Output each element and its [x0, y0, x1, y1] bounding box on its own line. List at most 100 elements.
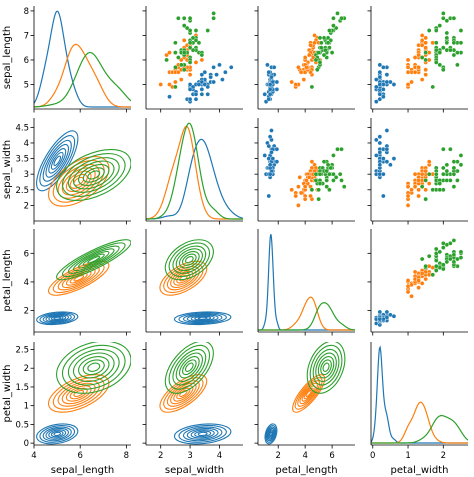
scatter-point — [187, 96, 193, 102]
kde-contour-group-2 — [78, 164, 110, 186]
kde-curve-group-0 — [34, 10, 131, 108]
scatter-point — [409, 293, 414, 299]
kde-contour-group-1 — [48, 260, 110, 296]
scatter-point — [381, 193, 386, 199]
scatter-point — [317, 171, 323, 177]
scatter-point — [377, 69, 383, 75]
y-axis-label: petal_length — [2, 249, 13, 311]
scatter-point — [331, 23, 336, 28]
scatter-point — [416, 187, 421, 193]
scatter-point — [298, 69, 304, 75]
kde-contour-group-1 — [170, 268, 197, 289]
kde-contour-group-0 — [268, 430, 274, 438]
kde-contour-group-0 — [197, 431, 208, 437]
x-axis-label: petal_width — [391, 465, 449, 476]
scatter-point — [181, 50, 187, 55]
scatter-point — [441, 11, 446, 16]
scatter-point — [289, 79, 294, 85]
scatter-point — [377, 316, 383, 322]
scatter-point — [266, 193, 272, 199]
scatter-point — [205, 84, 211, 90]
scatter-point — [296, 65, 301, 70]
scatter-point — [274, 159, 280, 164]
scatter-point — [441, 15, 446, 21]
kde-curve-group-1 — [258, 296, 355, 331]
scatter-point — [437, 23, 443, 28]
scatter-point — [317, 181, 323, 186]
scatter-point — [205, 91, 211, 97]
scatter-point — [316, 196, 321, 202]
scatter-point — [211, 11, 216, 16]
scatter-point — [223, 69, 228, 75]
panel-sepal_width-vs-petal_width — [367, 118, 468, 225]
scatter-point — [437, 62, 443, 68]
scatter-point — [448, 256, 453, 262]
scatter-point — [266, 69, 272, 75]
scatter-point — [419, 171, 425, 177]
scatter-point — [323, 47, 328, 53]
scatter-point — [377, 162, 383, 168]
kde-contour-group-1 — [69, 387, 88, 400]
scatter-point — [199, 57, 205, 63]
kde-contour-group-2 — [178, 356, 200, 379]
y-axis-label: sepal_length — [2, 26, 13, 90]
kde-contour-group-2 — [87, 362, 101, 372]
scatter-point — [211, 79, 216, 85]
x-axis-label: petal_length — [275, 465, 337, 476]
scatter-point — [331, 153, 336, 158]
kde-contour-group-2 — [56, 342, 131, 394]
scatter-point — [181, 23, 187, 28]
scatter-point — [181, 38, 187, 43]
scatter-point — [384, 72, 390, 77]
scatter-point — [458, 28, 464, 33]
panel-sepal_width-vs-sepal_width — [145, 118, 243, 225]
kde-contour-group-2 — [78, 251, 110, 269]
kde-contour-group-2 — [320, 359, 332, 376]
y-tick-label: 6 — [24, 249, 29, 259]
kde-contour-group-1 — [69, 173, 88, 189]
kde-contour-group-2 — [72, 248, 115, 272]
scatter-point — [409, 187, 414, 193]
scatter-point — [202, 69, 208, 75]
scatter-point — [262, 91, 268, 97]
y-tick-label: 2 — [24, 201, 29, 211]
scatter-point — [335, 146, 340, 152]
scatter-point — [384, 309, 390, 315]
scatter-point — [381, 94, 386, 100]
kde-contour-group-0 — [53, 316, 62, 320]
kde-contour-group-2 — [182, 359, 197, 376]
panel-plot-area — [159, 239, 232, 326]
kde-contour-group-0 — [173, 423, 232, 445]
scatter-point — [423, 40, 428, 46]
kde-contour-group-2 — [82, 253, 105, 266]
scatter-point — [187, 15, 193, 21]
scatter-point — [289, 187, 294, 193]
scatter-point — [405, 57, 411, 63]
scatter-point — [441, 67, 446, 73]
panel-plot-area — [34, 10, 131, 108]
scatter-point — [199, 79, 205, 85]
panel-petal_length-vs-sepal_length: 2 4 6 — [24, 229, 131, 336]
scatter-point — [312, 40, 317, 46]
panel-plot-area — [36, 342, 131, 445]
scatter-point — [296, 203, 301, 208]
panel-petal_length-vs-petal_width — [367, 229, 468, 336]
scatter-point — [377, 309, 383, 315]
scatter-point — [327, 187, 332, 193]
scatter-point — [158, 82, 163, 87]
scatter-point — [187, 60, 193, 65]
scatter-point — [325, 162, 331, 168]
kde-contour-group-2 — [67, 348, 120, 386]
scatter-point — [423, 276, 428, 282]
scatter-point — [187, 28, 193, 33]
scatter-point — [419, 77, 425, 82]
scatter-point — [173, 65, 178, 70]
kde-contour-group-2 — [312, 348, 340, 386]
scatter-point — [266, 143, 272, 149]
scatter-point — [430, 272, 436, 278]
scatter-point — [458, 162, 464, 168]
scatter-point — [416, 285, 421, 290]
kde-curve-group-0 — [146, 138, 243, 220]
kde-contour-group-1 — [303, 387, 314, 400]
scatter-point — [405, 65, 411, 70]
